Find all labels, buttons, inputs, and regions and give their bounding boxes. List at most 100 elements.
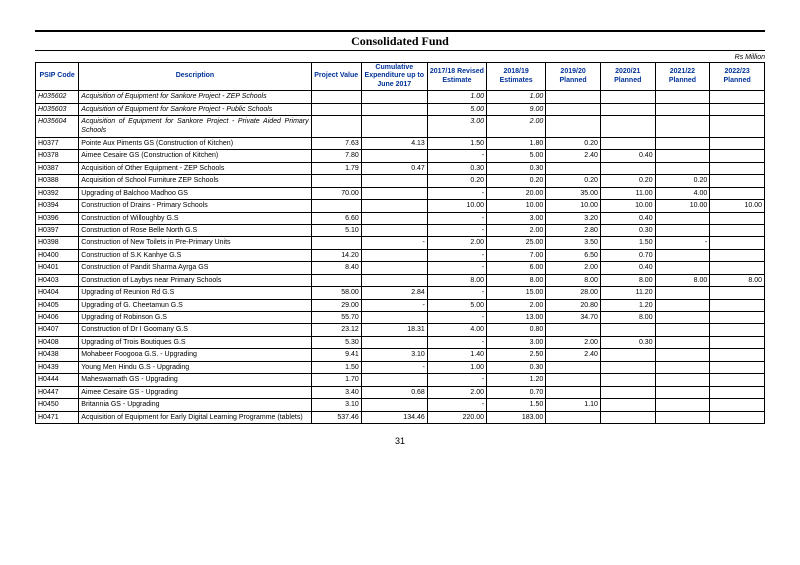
cell-value: 1.10 xyxy=(546,399,601,411)
cell-value xyxy=(600,361,655,373)
cell-value: 3.10 xyxy=(311,399,361,411)
cell-code: H0444 xyxy=(36,374,79,386)
cell-value xyxy=(546,324,601,336)
col-2122: 2021/22 Planned xyxy=(655,63,710,91)
cell-value: 0.20 xyxy=(427,175,486,187)
cell-value: 55.70 xyxy=(311,312,361,324)
cell-value: 15.00 xyxy=(487,287,546,299)
cell-desc: Construction of New Toilets in Pre-Prima… xyxy=(79,237,311,249)
table-row: H0401Construction of Pandit Sharma Ayrga… xyxy=(36,262,765,274)
cell-value: 8.00 xyxy=(600,274,655,286)
cell-value: 2.80 xyxy=(546,224,601,236)
cell-desc: Pointe Aux Piments GS (Construction of K… xyxy=(79,137,311,149)
cell-value xyxy=(600,324,655,336)
cell-desc: Aimee Cesaire GS (Construction of Kitche… xyxy=(79,150,311,162)
cell-value: 4.13 xyxy=(361,137,427,149)
cell-code: H0400 xyxy=(36,249,79,261)
cell-value xyxy=(546,374,601,386)
col-1718: 2017/18 Revised Estimate xyxy=(427,63,486,91)
table-row: H0378Aimee Cesaire GS (Construction of K… xyxy=(36,150,765,162)
cell-value: 4.00 xyxy=(427,324,486,336)
cell-value: 134.46 xyxy=(361,411,427,423)
cell-desc: Construction of Dr I Goomany G.S xyxy=(79,324,311,336)
cell-value xyxy=(710,137,765,149)
cell-value: 18.31 xyxy=(361,324,427,336)
col-2223: 2022/23 Planned xyxy=(710,63,765,91)
cell-value xyxy=(311,116,361,138)
page-number: 31 xyxy=(35,436,765,446)
cell-desc: Britannia GS - Upgrading xyxy=(79,399,311,411)
cell-value: - xyxy=(427,399,486,411)
cell-value: - xyxy=(427,336,486,348)
cell-value: - xyxy=(427,262,486,274)
cell-value xyxy=(710,91,765,103)
cell-value: 1.00 xyxy=(427,361,486,373)
cell-value: 2.40 xyxy=(546,349,601,361)
cell-desc: Acquisition of Other Equipment - ZEP Sch… xyxy=(79,162,311,174)
col-1819: 2018/19 Estimates xyxy=(487,63,546,91)
cell-value: 29.00 xyxy=(311,299,361,311)
table-row: H035602Acquisition of Equipment for Sank… xyxy=(36,91,765,103)
fund-table: PSIP Code Description Project Value Cumu… xyxy=(35,62,765,424)
cell-value: 0.30 xyxy=(487,162,546,174)
cell-value xyxy=(710,386,765,398)
cell-value: 70.00 xyxy=(311,187,361,199)
cell-value: 0.40 xyxy=(600,150,655,162)
cell-value: - xyxy=(361,237,427,249)
cell-value: - xyxy=(427,150,486,162)
cell-value xyxy=(361,200,427,212)
cell-value: 6.50 xyxy=(546,249,601,261)
cell-value xyxy=(710,312,765,324)
cell-code: H0408 xyxy=(36,336,79,348)
cell-value xyxy=(600,137,655,149)
cell-value xyxy=(710,287,765,299)
cell-value: 10.00 xyxy=(600,200,655,212)
table-row: H0387Acquisition of Other Equipment - ZE… xyxy=(36,162,765,174)
cell-desc: Aimee Cesaire GS - Upgrading xyxy=(79,386,311,398)
col-psip: PSIP Code xyxy=(36,63,79,91)
cell-value: 8.00 xyxy=(600,312,655,324)
cell-value: 0.40 xyxy=(600,262,655,274)
cell-code: H0407 xyxy=(36,324,79,336)
cell-code: H0405 xyxy=(36,299,79,311)
cell-value xyxy=(710,336,765,348)
cell-value: 1.50 xyxy=(427,137,486,149)
cell-desc: Mohabeer Foogooa G.S. - Upgrading xyxy=(79,349,311,361)
cell-value xyxy=(655,103,710,115)
cell-value xyxy=(655,262,710,274)
col-2021: 2020/21 Planned xyxy=(600,63,655,91)
cell-value: - xyxy=(361,361,427,373)
cell-code: H0397 xyxy=(36,224,79,236)
cell-value xyxy=(710,262,765,274)
cell-value xyxy=(710,361,765,373)
table-row: H0406Upgrading of Robinson G.S55.70-13.0… xyxy=(36,312,765,324)
cell-value: 537.46 xyxy=(311,411,361,423)
cell-code: H035602 xyxy=(36,91,79,103)
cell-value: 11.20 xyxy=(600,287,655,299)
cell-value: 2.00 xyxy=(487,116,546,138)
cell-value: 5.10 xyxy=(311,224,361,236)
cell-value xyxy=(655,349,710,361)
cell-value: 1.40 xyxy=(427,349,486,361)
cell-value xyxy=(655,324,710,336)
cell-value: - xyxy=(427,224,486,236)
cell-value xyxy=(311,200,361,212)
cell-value xyxy=(655,411,710,423)
cell-value: 20.00 xyxy=(487,187,546,199)
cell-value: 3.20 xyxy=(546,212,601,224)
cell-value: 5.00 xyxy=(487,150,546,162)
cell-value: 0.20 xyxy=(600,175,655,187)
cell-value xyxy=(655,249,710,261)
cell-value xyxy=(710,374,765,386)
cell-value xyxy=(655,374,710,386)
cell-value xyxy=(600,374,655,386)
cell-value: 1.50 xyxy=(600,237,655,249)
cell-value xyxy=(361,212,427,224)
cell-code: H0398 xyxy=(36,237,79,249)
cell-value xyxy=(600,386,655,398)
cell-value xyxy=(546,162,601,174)
table-row: H0396Construction of Willoughby G.S6.60-… xyxy=(36,212,765,224)
cell-value: 3.00 xyxy=(427,116,486,138)
cell-value xyxy=(361,336,427,348)
cell-value: 1.50 xyxy=(311,361,361,373)
